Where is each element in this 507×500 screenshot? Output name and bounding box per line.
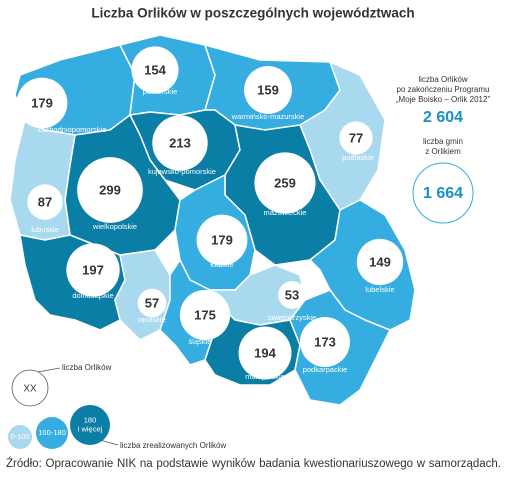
value-circle xyxy=(77,157,143,223)
region-name: dolnośląskie xyxy=(72,291,113,300)
value-label: 179 xyxy=(31,95,53,110)
summary-circle xyxy=(412,162,474,224)
total-label: „Moje Boisko – Orlik 2012” xyxy=(396,95,491,104)
value-label: 53 xyxy=(285,287,299,302)
region-labels: 179 zachodniopomorskie 154 pomorskie 159 warm… xyxy=(16,46,404,381)
legend-size-label: liczba Orlików xyxy=(62,363,112,372)
legend-class-label: 100-180 xyxy=(38,428,66,437)
total-label: po zakończeniu Programu xyxy=(397,85,490,94)
value-circle xyxy=(66,243,120,297)
legend-leader xyxy=(37,367,61,373)
value-circle xyxy=(339,121,373,155)
region-name: podkarpackie xyxy=(303,365,348,374)
gminy-label: z Orlikiem xyxy=(425,147,461,156)
value-circle xyxy=(179,289,231,341)
value-label: 77 xyxy=(349,130,363,145)
title: Liczba Orlików w poszczególnych wojewódz… xyxy=(91,6,414,21)
value-label: 213 xyxy=(169,135,191,150)
region-name: śląskie xyxy=(189,337,212,346)
value-label: 173 xyxy=(314,334,336,349)
legend-swatch xyxy=(36,417,68,449)
region-name: lubelskie xyxy=(365,285,394,294)
legend-color-label: liczba zrealizowanych Orlików xyxy=(120,441,226,450)
value-label: 299 xyxy=(99,182,121,197)
value-label: 57 xyxy=(145,295,159,310)
region-name: wielkopolskie xyxy=(92,222,137,231)
value-label: 149 xyxy=(369,254,391,269)
value-label: 154 xyxy=(144,62,166,77)
value-circle xyxy=(356,238,404,286)
value-circle xyxy=(244,66,292,114)
legend-class-label: i więcej xyxy=(78,424,103,433)
value-label: 179 xyxy=(211,232,233,247)
value-circle xyxy=(196,214,248,266)
region-name: kujawsko-pomorskie xyxy=(148,167,216,176)
value-circle xyxy=(16,77,68,129)
region-name: małopolskie xyxy=(245,372,285,381)
region-name: łódzkie xyxy=(210,260,233,269)
legend-swatch xyxy=(70,405,110,445)
value-circle xyxy=(137,288,167,318)
value-circle xyxy=(27,184,63,220)
value-label: 175 xyxy=(194,307,216,322)
value-circle xyxy=(300,317,350,367)
region-name: świętokrzyskie xyxy=(268,313,316,322)
legend-leader xyxy=(99,439,119,446)
legend-class-label: 180 xyxy=(84,415,97,424)
region-name: warmińsko-mazurskie xyxy=(231,112,305,121)
legend-swatch xyxy=(8,425,32,449)
value-circle xyxy=(278,281,306,309)
value-label: 194 xyxy=(254,345,276,360)
legend-size-circle xyxy=(11,369,49,407)
value-label: 259 xyxy=(274,175,296,190)
region-name: mazowieckie xyxy=(264,208,307,217)
value-circle xyxy=(254,152,316,214)
region-name: pomorskie xyxy=(143,87,178,96)
region-name: podlaskie xyxy=(342,153,374,162)
region-name: opolskie xyxy=(138,315,166,324)
total-value: 2 604 xyxy=(423,109,463,126)
value-label: 87 xyxy=(38,194,52,209)
gminy-value: 1 664 xyxy=(423,185,463,202)
region-name: lubuskie xyxy=(31,225,59,234)
source: Źródło: Opracowanie NIK na podstawie wyn… xyxy=(6,458,501,470)
legend-size-symbol: XX xyxy=(23,384,37,395)
value-label: 159 xyxy=(257,82,279,97)
legend: liczba Orlików XX liczba zrealizowanych … xyxy=(8,363,226,450)
value-circle xyxy=(131,46,179,94)
value-label: 197 xyxy=(82,262,104,277)
value-circle xyxy=(238,326,292,380)
total-label: liczba Orlików xyxy=(418,75,468,84)
gminy-label: liczba gmin xyxy=(423,137,463,146)
value-circle xyxy=(152,115,208,171)
legend-class-label: 0-100 xyxy=(10,432,29,441)
region-name: zachodniopomorskie xyxy=(38,125,107,134)
region xyxy=(9,119,76,241)
map: Liczba Orlików w poszczególnych wojewódz… xyxy=(8,6,491,450)
